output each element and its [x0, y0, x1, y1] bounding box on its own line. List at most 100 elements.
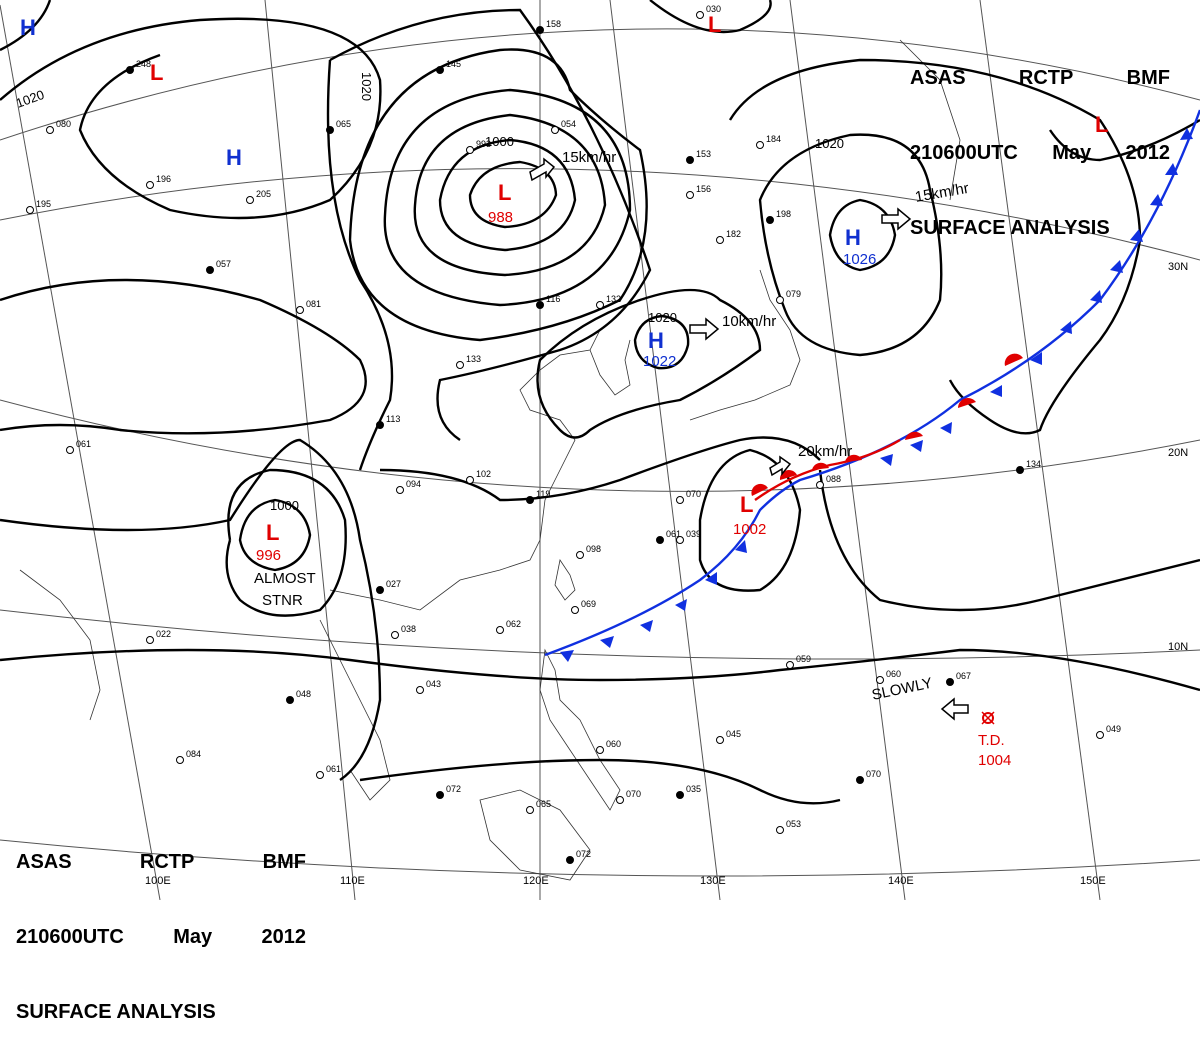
isobar-1020-mid [536, 288, 762, 439]
low-988-letter: L [498, 180, 511, 205]
meridian-130e [609, 0, 721, 900]
station-pressure: 184 [766, 134, 781, 144]
parallel-20n [0, 399, 1200, 492]
station-pressure: 080 [56, 119, 71, 129]
station-plots: 145 993 054 153 156 184 198 182 079 116 132 133 113 0… [26, 4, 1121, 864]
station-marker-icon [536, 301, 544, 309]
isobar-high-1026 [828, 198, 897, 272]
station-marker-icon [176, 756, 184, 764]
station-pressure: 132 [606, 294, 621, 304]
arrow-low-988 [529, 157, 556, 182]
station-pressure: 065 [536, 799, 551, 809]
lon-label: 130E [700, 875, 726, 887]
motion-label: 10km/hr [722, 313, 776, 330]
lon-label: 150E [1080, 875, 1106, 887]
tropical-depression: T.D. 1004 [978, 711, 1011, 769]
header-station: RCTP [139, 851, 195, 873]
isobar-low-1002 [698, 448, 802, 592]
coast-borneo [479, 789, 591, 881]
lon-label: 140E [888, 875, 914, 887]
station-marker-icon [551, 126, 559, 134]
station-pressure: 081 [306, 299, 321, 309]
station-pressure: 079 [786, 289, 801, 299]
station-pressure: 993 [476, 139, 491, 149]
station-pressure: 069 [581, 599, 596, 609]
header-time: 210600UTC [910, 142, 1018, 164]
station-pressure: 084 [186, 749, 201, 759]
station-pressure: 088 [826, 474, 841, 484]
isobar-1000-west [225, 468, 347, 617]
isobar-nw-h [0, 0, 52, 52]
station-pressure: 027 [386, 579, 401, 589]
parallel-10n [0, 609, 1200, 660]
station-pressure: 248 [136, 59, 151, 69]
meridian-110e [264, 0, 356, 900]
header-type: SURFACE ANALYSIS [16, 1001, 216, 1023]
station-pressure: 049 [1106, 724, 1121, 734]
meridian-100e [0, 4, 161, 900]
station-marker-icon [436, 791, 444, 799]
station-pressure: 054 [561, 119, 576, 129]
station-pressure: 061 [326, 764, 341, 774]
station-pressure: 070 [866, 769, 881, 779]
motion-label: 15km/hr [562, 149, 616, 166]
station-marker-icon [596, 301, 604, 309]
parallel-40n [0, 28, 1200, 141]
isobar-low-988-4 [383, 88, 632, 307]
station-marker-icon [526, 496, 534, 504]
station-pressure: 198 [776, 209, 791, 219]
coast-india [19, 569, 101, 721]
station-pressure: 072 [576, 849, 591, 859]
lat-label: 20N [1168, 447, 1188, 459]
header-top: ASAS RCTP BMF 210600UTC May 2012 SURFACE… [910, 16, 1170, 266]
header-code: BMF [262, 851, 306, 873]
station-marker-icon [676, 496, 684, 504]
td-value: 1004 [978, 752, 1011, 769]
station-pressure: 022 [156, 629, 171, 639]
warm-front-bumps [751, 353, 1023, 496]
high-1026-letter: H [845, 225, 861, 250]
coast-philippines [539, 648, 621, 811]
lat-label: 10N [1168, 641, 1188, 653]
isobar-high-1022 [633, 314, 690, 370]
station-marker-icon [776, 826, 784, 834]
low-nw-letter: L [150, 60, 163, 85]
station-pressure: 065 [336, 119, 351, 129]
station-marker-icon [326, 126, 334, 134]
station-marker-icon [656, 536, 664, 544]
station-marker-icon [786, 661, 794, 669]
station-pressure: 062 [506, 619, 521, 629]
warm-front [751, 353, 1023, 501]
header-year: 2012 [261, 926, 307, 948]
station-marker-icon [466, 476, 474, 484]
low-988-value: 988 [488, 209, 513, 226]
station-marker-icon [596, 746, 604, 754]
station-marker-icon [416, 686, 424, 694]
meridian-150e [979, 0, 1101, 900]
station-pressure: 145 [446, 59, 461, 69]
td-label: T.D. [978, 732, 1005, 749]
cold-front-barbs [560, 128, 1193, 662]
station-marker-icon [146, 181, 154, 189]
station-pressure: 039 [686, 529, 701, 539]
station-marker-icon [536, 26, 544, 34]
isobar-north-small [649, 0, 772, 34]
header-bottom: ASAS RCTP BMF 210600UTC May 2012 SURFACE… [16, 800, 306, 1050]
arrow-td [940, 697, 969, 721]
station-marker-icon [146, 636, 154, 644]
isobar-ne-corner [1049, 118, 1200, 162]
almost-stnr-text: ALMOST [254, 570, 316, 587]
isobar-low-988-1 [468, 160, 558, 229]
station-pressure: 030 [706, 4, 721, 14]
low-1002-letter: L [740, 492, 753, 517]
isobar-1020-nw [0, 17, 382, 220]
station-marker-icon [571, 606, 579, 614]
station-marker-icon [66, 446, 74, 454]
lat-label: 30N [1168, 261, 1188, 273]
isobar-label: 1020 [815, 136, 844, 151]
station-marker-icon [816, 481, 824, 489]
station-marker-icon [376, 421, 384, 429]
isobar-low-988-2 [438, 138, 577, 252]
low-996-letter: L [266, 520, 279, 545]
lon-label: 110E [340, 875, 365, 887]
